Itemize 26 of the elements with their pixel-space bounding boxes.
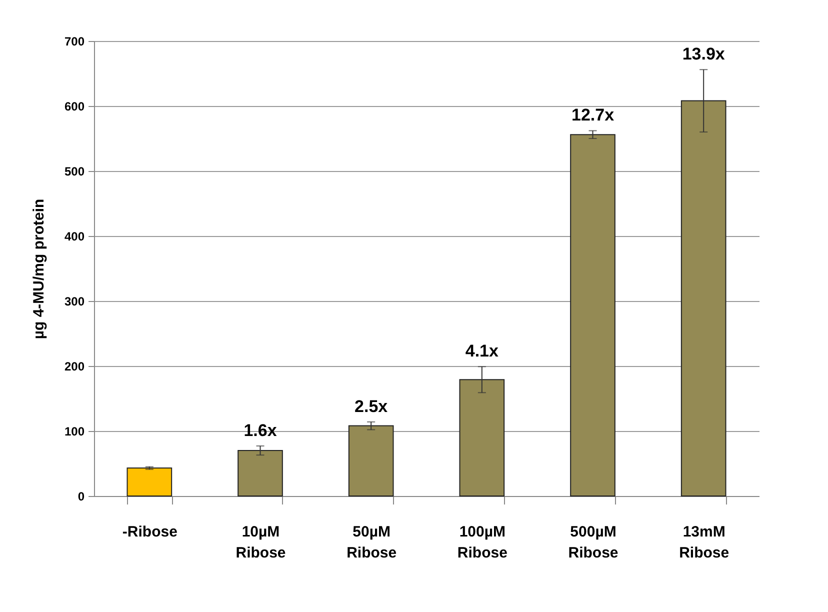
annotation: 12.7x bbox=[571, 106, 615, 125]
y-tick-label: 200 bbox=[64, 360, 85, 374]
bar bbox=[238, 450, 283, 496]
annotation: 1.6x bbox=[244, 420, 278, 440]
x-tick-label: 100µM Ribose bbox=[457, 524, 508, 562]
x-tick-label: 50µM Ribose bbox=[346, 524, 397, 562]
x-tick-label: 10µM Ribose bbox=[236, 524, 286, 562]
x-tick-label: 13mM Ribose bbox=[679, 524, 730, 562]
y-tick-label: 0 bbox=[78, 490, 85, 504]
y-tick-label: 400 bbox=[64, 230, 85, 244]
y-tick-label: 300 bbox=[64, 294, 85, 308]
y-tick-label: 100 bbox=[64, 424, 85, 438]
bar bbox=[126, 468, 172, 496]
y-tick-label: 600 bbox=[64, 100, 85, 114]
bar bbox=[459, 379, 505, 496]
y-axis-title: µg 4-MU/mg protein bbox=[30, 198, 48, 340]
y-tick-label: 700 bbox=[64, 34, 85, 48]
annotation: 2.5x bbox=[354, 396, 388, 416]
bar bbox=[680, 100, 726, 496]
y-tick-label: 500 bbox=[64, 164, 85, 178]
x-tick-label: 500µM Ribose bbox=[568, 524, 618, 562]
annotation: 4.1x bbox=[465, 342, 499, 361]
annotation: 13.9x bbox=[682, 44, 726, 64]
bar bbox=[348, 425, 394, 496]
x-tick-label: -Ribose bbox=[122, 524, 178, 540]
bar bbox=[570, 134, 616, 496]
